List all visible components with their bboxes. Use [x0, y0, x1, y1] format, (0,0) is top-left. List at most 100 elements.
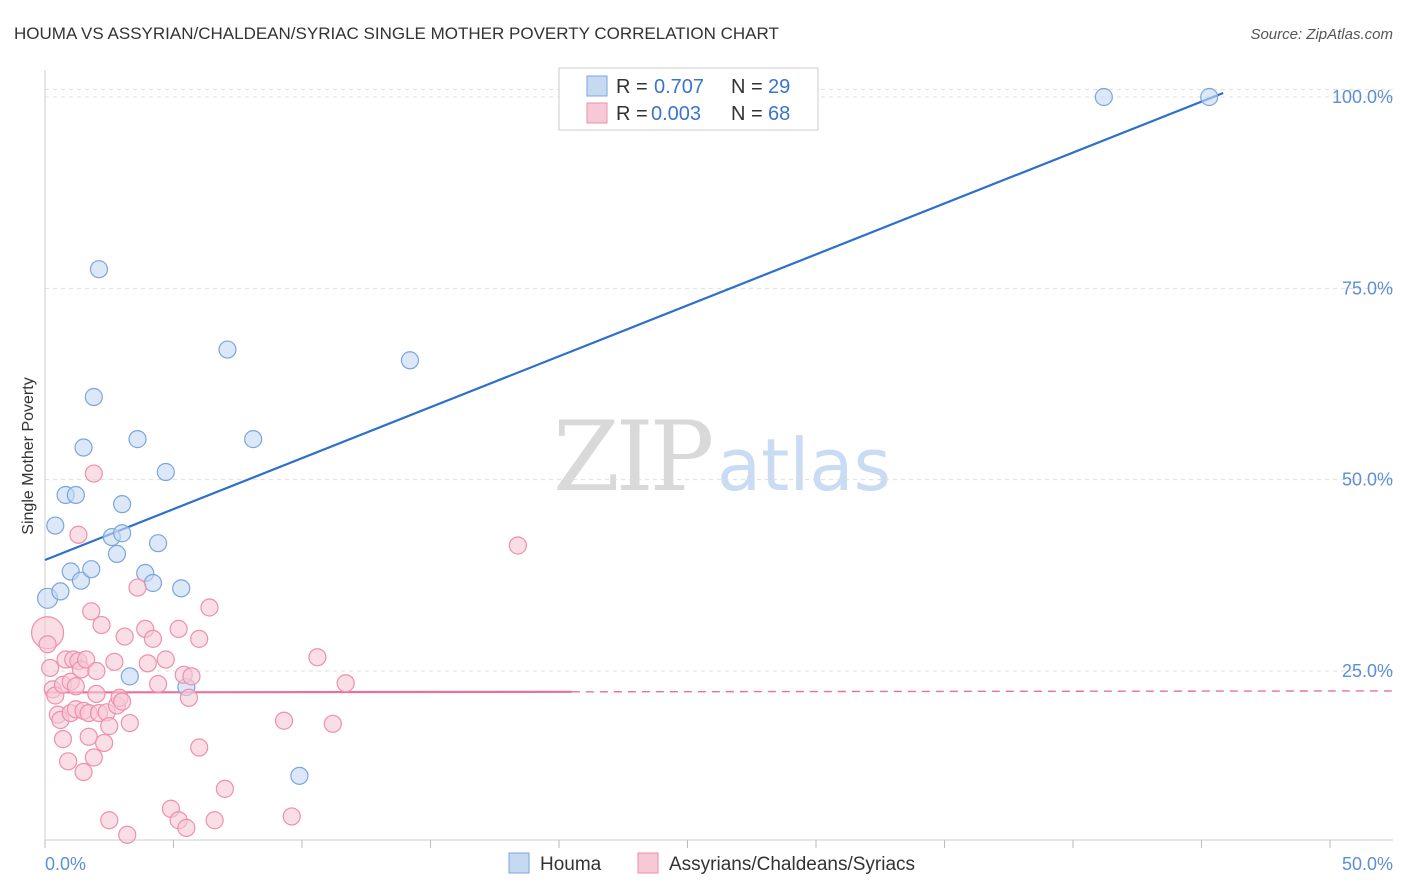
houma-point: [1094, 87, 1113, 107]
x-tick-label: 50.0%: [1342, 854, 1393, 874]
acs-point: [179, 688, 199, 707]
acs-point: [274, 711, 294, 730]
houma-point: [128, 430, 147, 449]
legend-n-label-houma: N =: [731, 76, 763, 98]
acs-point: [128, 578, 147, 597]
houma-point: [244, 430, 263, 449]
houma-point: [400, 351, 420, 370]
legend-n-value-acs: 68: [768, 103, 790, 125]
houma-point: [84, 387, 103, 407]
acs-point: [143, 629, 163, 648]
acs-point: [59, 752, 78, 771]
acs-point: [66, 677, 85, 696]
houma-point: [120, 667, 139, 686]
y-tick-label: 50.0%: [1342, 470, 1393, 490]
acs-point: [100, 717, 119, 736]
houma-trend-line: [44, 91, 1224, 562]
legend-swatch-houma: [586, 75, 608, 97]
acs-point: [120, 713, 139, 733]
acs-point: [84, 748, 103, 767]
gridlines: [45, 88, 1393, 672]
houma-point: [112, 495, 132, 514]
acs-point: [118, 825, 137, 844]
acs-point: [53, 730, 73, 749]
watermark-atlas: atlas: [717, 423, 891, 507]
houma-point: [1200, 87, 1219, 107]
trend-lines: [44, 91, 1394, 694]
acs-point: [148, 674, 168, 694]
acs-trend-line-extension: [571, 690, 1394, 693]
stats-legend: R = 0.707 N = 29 R = 0.003 N = 68: [558, 67, 819, 131]
x-tick-label: 0.0%: [45, 854, 86, 874]
acs-point: [323, 714, 342, 733]
acs-trend-line: [44, 690, 572, 694]
y-tick-label: 75.0%: [1342, 278, 1393, 298]
houma-point: [74, 438, 93, 457]
houma-point: [51, 582, 70, 601]
acs-point: [41, 658, 60, 678]
axes: [44, 70, 1393, 848]
acs-point: [79, 727, 98, 746]
y-tick-label: 25.0%: [1342, 661, 1393, 681]
legend-swatch-acs: [586, 102, 608, 124]
houma-point: [71, 571, 91, 590]
chart-title: HOUMA VS ASSYRIAN/CHALDEAN/SYRIAC SINGLE…: [14, 24, 779, 43]
houma-point: [66, 485, 85, 505]
acs-point: [112, 692, 132, 711]
houma-point: [107, 544, 127, 564]
houma-point: [46, 516, 65, 535]
acs-point: [138, 654, 157, 673]
houma-point: [156, 462, 175, 482]
legend-n-value-houma: 29: [768, 76, 790, 98]
watermark-zip: ZIP: [553, 401, 712, 513]
legend-r-label-acs: R =: [616, 103, 648, 125]
acs-point: [100, 811, 119, 830]
acs-point: [74, 762, 93, 782]
acs-point: [182, 667, 201, 686]
houma-point: [172, 579, 191, 598]
acs-point: [282, 807, 301, 826]
tick-labels: 25.0% 50.0% 75.0% 100.0% 0.0% 50.0%: [45, 87, 1393, 874]
acs-point: [177, 818, 196, 837]
houma-point: [82, 560, 101, 579]
houma-point: [143, 573, 163, 593]
y-tick-label: 100.0%: [1332, 87, 1393, 107]
acs-point: [115, 627, 134, 646]
acs-point: [82, 602, 101, 621]
acs-point: [200, 598, 219, 617]
houma-point: [218, 340, 237, 359]
acs-point: [156, 650, 175, 669]
houma-point: [89, 260, 109, 279]
acs-point: [92, 615, 111, 635]
acs-point: [87, 661, 106, 681]
houma-point: [148, 534, 168, 553]
acs-point: [77, 650, 96, 669]
series-legend-swatch-houma: [508, 852, 530, 874]
acs-point: [169, 619, 188, 639]
acs-point: [190, 738, 209, 757]
acs-point: [190, 629, 209, 648]
series-legend-acs: Assyrians/Chaldeans/Syriacs: [669, 854, 915, 875]
series-legend-houma: Houma: [540, 854, 602, 875]
data-points: [30, 87, 1219, 844]
houma-point: [290, 766, 309, 785]
acs-point: [38, 635, 57, 654]
acs-point: [87, 684, 106, 704]
chart-source: Source: ZipAtlas.com: [1250, 26, 1393, 43]
legend-r-label-houma: R =: [616, 76, 648, 98]
series-legend: Houma Assyrians/Chaldeans/Syriacs: [508, 852, 915, 875]
acs-point: [215, 779, 234, 798]
acs-point: [308, 648, 327, 667]
acs-point: [508, 536, 527, 555]
legend-r-value-acs: 0.003: [651, 103, 701, 125]
legend-r-value-houma: 0.707: [654, 76, 704, 98]
acs-point: [336, 674, 355, 693]
legend-n-label-acs: N =: [731, 103, 763, 125]
acs-point: [69, 525, 88, 544]
series-legend-swatch-acs: [637, 852, 659, 874]
y-axis-label: Single Mother Poverty: [20, 377, 37, 534]
acs-point: [95, 733, 114, 753]
acs-point: [205, 811, 224, 830]
houma-point: [112, 524, 132, 543]
